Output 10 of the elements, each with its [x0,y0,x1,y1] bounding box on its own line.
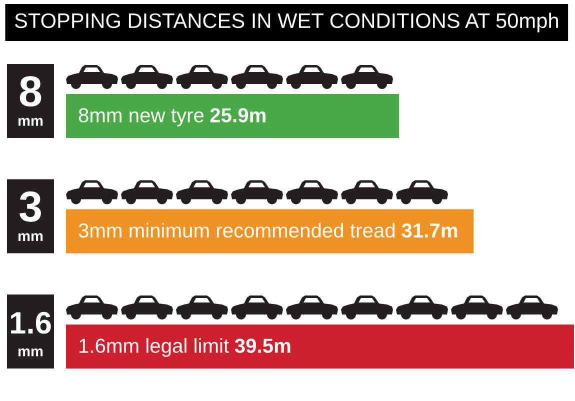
annotation: 8mm new tyre [78,108,204,126]
data-label: 25.9m [210,108,266,122]
annotation: 1.6mm legal limit [80,338,229,357]
y-tick-label: 1.6 mm [10,312,51,356]
chart-title: STOPPING DISTANCES IN WET CONDITIONS AT 50mph [14,12,558,32]
data-label: 39.5m [234,338,290,353]
y-tick-label: 8 mm [18,76,43,126]
data-label: 31.7m [402,223,458,238]
annotation: 3mm minimum recommended tread [78,222,395,238]
y-tick-label: 3 mm [18,191,43,242]
